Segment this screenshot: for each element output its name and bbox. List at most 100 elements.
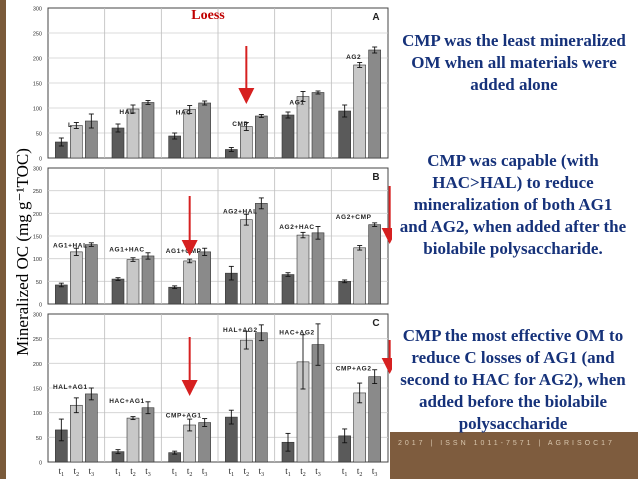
category-label: HAC+AG2 — [279, 330, 314, 337]
bar-C-CMP+AG1-t3 — [198, 422, 211, 463]
bar-B-AG1+CMP-t2 — [183, 260, 196, 305]
bar-B-AG1+HAL-t2 — [70, 251, 83, 305]
bar-A-HAL-t2 — [126, 108, 140, 159]
y-tick-label: 100 — [33, 411, 42, 417]
category-label: HAL+AG2 — [223, 327, 258, 334]
category-label: AG1 — [289, 100, 304, 107]
bar-C-HAC+AG1-t2 — [126, 417, 140, 463]
y-tick-label: 250 — [33, 189, 42, 195]
category-label: AG1+CMP — [166, 248, 202, 255]
y-tick-label: 300 — [33, 313, 42, 319]
bar-C-CMP+AG2-t3 — [368, 376, 381, 463]
y-tick-label: 0 — [39, 303, 42, 309]
x-tick-label: t1 — [59, 466, 65, 478]
bar-A-AG2-t2 — [353, 64, 366, 159]
y-tick-label: 50 — [36, 132, 42, 138]
x-tick-label: t3 — [145, 466, 151, 478]
bar-B-AG1+HAL-t3 — [85, 244, 98, 305]
bar-A-AG1-t1 — [281, 114, 295, 159]
bar-B-AG1+HAL-t1 — [55, 284, 68, 305]
y-tick-label: 100 — [33, 257, 42, 263]
bar-B-AG2+HAC-t2 — [296, 234, 310, 305]
bar-A-CMP-t2 — [240, 126, 253, 159]
category-label: L — [68, 122, 73, 129]
bar-A-HAC-t2 — [183, 109, 196, 159]
y-tick-label: 150 — [33, 235, 42, 241]
x-tick-label: t3 — [259, 466, 265, 478]
footer-band: 2017 | ISSN 1011-7571 | AGRISOC17 — [390, 432, 638, 479]
x-tick-label: t3 — [315, 466, 321, 478]
category-label: HAL+AG1 — [53, 384, 88, 391]
y-tick-label: 150 — [33, 82, 42, 88]
x-tick-label: t2 — [300, 466, 306, 478]
bar-C-CMP+AG2-t2 — [353, 392, 366, 463]
bar-A-AG2-t1 — [338, 110, 351, 159]
panel-letter-B: B — [372, 172, 379, 183]
note-least-mineralized: CMP was the least mineralized OM when al… — [402, 31, 626, 95]
x-tick-label: t3 — [372, 466, 378, 478]
chart-title: Loess — [191, 8, 225, 23]
bar-C-HAL+AG2-t2 — [240, 339, 253, 463]
category-label: AG1+HAC — [109, 246, 144, 253]
bar-A-CMP-t3 — [255, 115, 268, 159]
bar-A-HAL-t3 — [141, 102, 155, 159]
y-tick-label: 250 — [33, 337, 42, 343]
y-tick-label: 50 — [36, 436, 42, 442]
bar-C-HAC+AG1-t3 — [141, 407, 155, 463]
bar-A-AG2-t3 — [368, 49, 381, 159]
y-tick-label: 300 — [33, 167, 42, 173]
bar-A-AG1-t3 — [311, 92, 325, 159]
note-cmp-after: CMP was capable (with HAC>HAL) to reduce… — [399, 151, 627, 259]
y-tick-label: 100 — [33, 107, 42, 113]
bar-C-HAL+AG1-t3 — [85, 393, 98, 463]
y-tick-label: 0 — [39, 157, 42, 163]
x-tick-label: t2 — [74, 466, 80, 478]
category-label: CMP+AG2 — [336, 366, 372, 373]
bar-C-HAL+AG1-t2 — [70, 404, 83, 463]
category-label: AG1+HAL — [53, 242, 88, 249]
bar-B-AG1+HAC-t2 — [126, 259, 140, 305]
bar-B-AG2+HAC-t3 — [311, 232, 325, 305]
y-tick-label: 300 — [33, 7, 42, 13]
chart-stack: 0 50 100 150 200 250 300 A Loess L HAL HAC CMP AG1 AG2… — [33, 7, 392, 478]
note-cmp-before: CMP the most effective OM to reduce C lo… — [400, 326, 626, 434]
x-tick-label: t3 — [89, 466, 95, 478]
x-tick-label: t1 — [115, 466, 121, 478]
bar-B-AG2+HAL-t2 — [240, 219, 253, 305]
category-label: AG2+HAC — [279, 224, 314, 231]
y-tick-label: 50 — [36, 280, 42, 286]
panel-letter-A: A — [372, 12, 379, 23]
y-tick-label: 200 — [33, 362, 42, 368]
bar-B-AG2+CMP-t1 — [338, 281, 351, 305]
x-tick-label: t1 — [342, 466, 348, 478]
x-tick-label: t3 — [202, 466, 208, 478]
bar-B-AG2+HAL-t3 — [255, 203, 268, 305]
left-decorative-strip — [0, 0, 6, 479]
category-label: CMP+AG1 — [166, 413, 202, 420]
bar-A-L-t2 — [70, 125, 83, 159]
bar-B-AG1+CMP-t3 — [198, 251, 211, 305]
category-label: HAC+AG1 — [109, 398, 144, 405]
y-tick-label: 200 — [33, 212, 42, 218]
x-tick-label: t1 — [229, 466, 235, 478]
y-tick-label: 0 — [39, 461, 42, 467]
bar-B-AG2+HAC-t1 — [281, 274, 295, 305]
category-label: AG2+CMP — [336, 214, 372, 221]
bar-A-HAC-t3 — [198, 102, 211, 159]
category-label: AG2+HAL — [223, 208, 258, 215]
bar-B-AG2+CMP-t3 — [368, 224, 381, 305]
x-tick-label: t2 — [187, 466, 193, 478]
bar-B-AG1+HAC-t3 — [141, 255, 155, 305]
y-axis-label: Mineralized OC (mg g⁻¹TOC) — [13, 148, 32, 356]
category-label: HAC — [176, 110, 192, 117]
category-label: HAL — [119, 109, 134, 116]
category-label: CMP — [232, 121, 248, 128]
bar-B-AG2+CMP-t2 — [353, 247, 366, 305]
y-tick-label: 150 — [33, 387, 42, 393]
panel-letter-C: C — [372, 318, 379, 329]
bar-C-HAL+AG2-t3 — [255, 332, 268, 463]
x-tick-label: t2 — [357, 466, 363, 478]
bar-A-HAL-t1 — [111, 127, 125, 159]
bar-B-AG1+CMP-t1 — [168, 286, 181, 305]
x-tick-label: t1 — [172, 466, 178, 478]
